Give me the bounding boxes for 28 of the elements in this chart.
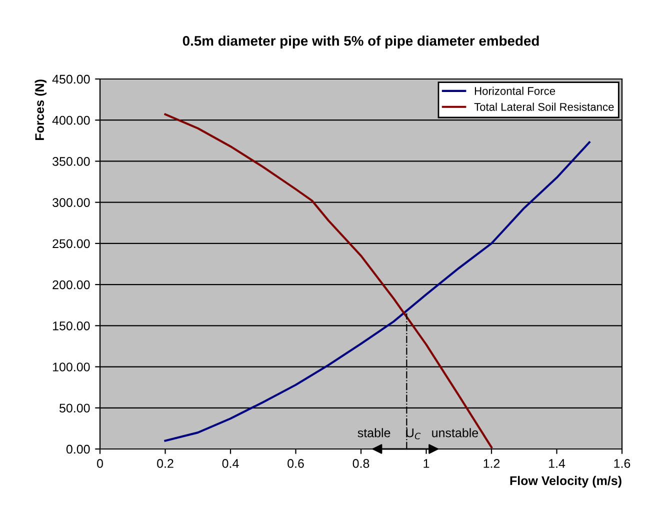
x-tick-label: 1 [424,459,430,468]
y-tick-label: 400.00 [52,116,90,125]
annotation: unstable [432,428,478,438]
annotation: stable [358,428,390,438]
x-tick-label: 0.8 [352,459,370,468]
y-tick-label: 200.00 [52,280,90,290]
x-axis-title: Flow Velocity (m/s) [510,476,622,488]
x-tick-label: 1.2 [484,459,500,468]
y-tick-label: 100.00 [53,362,90,372]
y-tick-label: 150.00 [53,321,90,330]
y-tick-label: 350.00 [52,157,90,166]
chart-title: 0.5m diameter pipe with 5% of pipe diameter embeded [182,36,539,49]
x-tick-label: 1.6 [614,459,630,468]
y-axis-title: Forces (N) [34,80,46,140]
y-tick-label: 50.00 [60,404,90,413]
y-tick-label: 250.00 [52,239,90,248]
x-tick-label: 0.2 [157,459,174,468]
legend-label: Horizontal Force [474,86,556,95]
y-tick-label: 300.00 [52,198,90,207]
x-tick-label: 0 [97,459,103,468]
line-series [164,141,590,442]
x-tick-label: 0.6 [288,459,304,468]
y-tick-label: 450.00 [52,74,90,84]
line-series [164,113,493,448]
legend-label: Total Lateral Soil Resistance [474,102,614,111]
x-tick-label: 1.4 [549,459,566,468]
y-tick-label: 0.00 [66,444,90,454]
x-tick-label: 0.4 [222,459,239,468]
